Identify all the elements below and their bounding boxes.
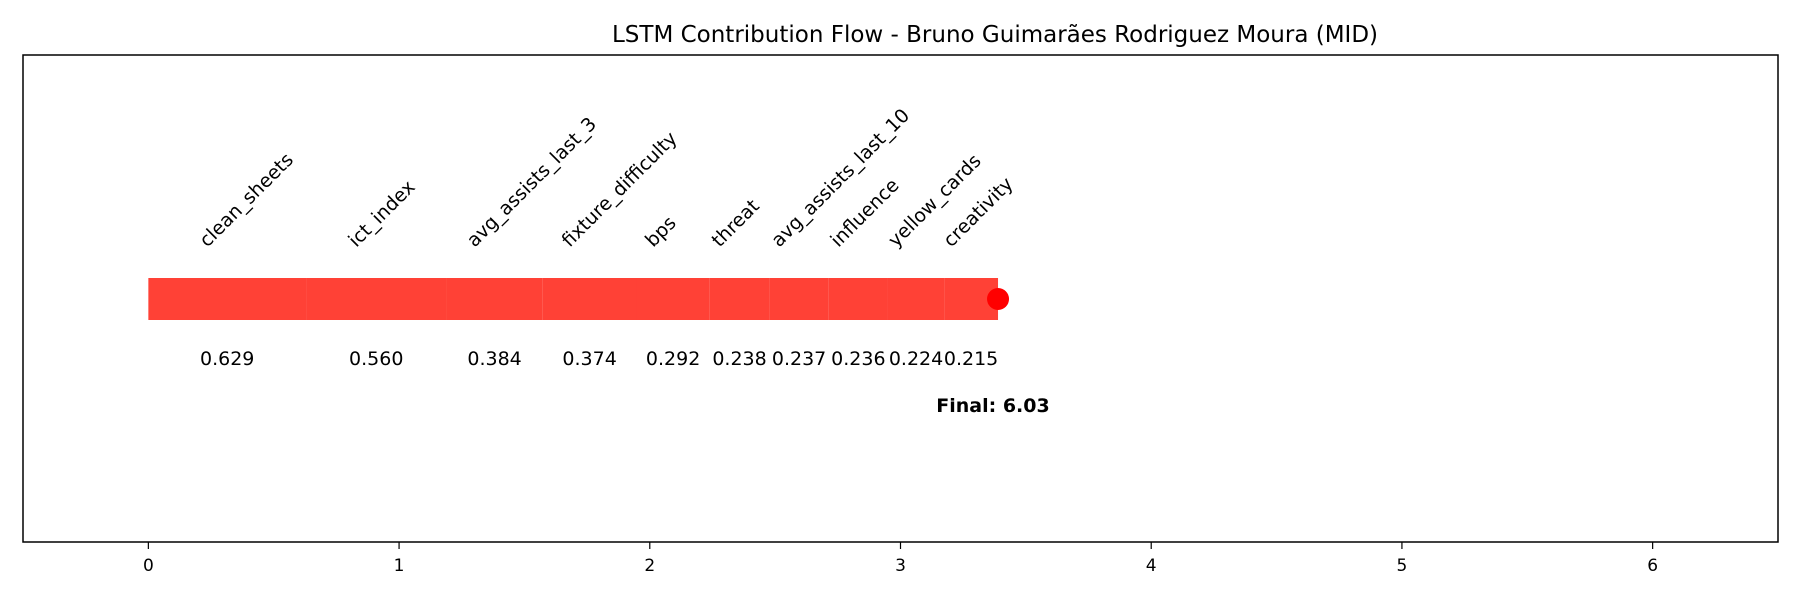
x-tick-label-5: 5 [1397, 556, 1408, 576]
value-label-2: 0.384 [467, 348, 521, 370]
x-tick-label-6: 6 [1647, 556, 1658, 576]
value-label-1: 0.560 [349, 348, 403, 370]
value-label-0: 0.629 [200, 348, 254, 370]
x-tick-label-0: 0 [143, 556, 154, 576]
end-marker [987, 288, 1010, 310]
segment-bar-3 [542, 278, 637, 320]
segment-bar-1 [306, 278, 447, 320]
x-tick-label-3: 3 [895, 556, 906, 576]
segment-bar-4 [636, 278, 710, 320]
value-label-3: 0.374 [562, 348, 616, 370]
value-label-6: 0.237 [772, 348, 826, 370]
x-tick-label-4: 4 [1146, 556, 1157, 576]
value-label-7: 0.236 [831, 348, 885, 370]
value-label-5: 0.238 [712, 348, 766, 370]
segment-bar-8 [887, 278, 945, 320]
value-label-8: 0.224 [889, 348, 943, 370]
segment-bar-2 [446, 278, 543, 320]
x-tick-label-1: 1 [394, 556, 405, 576]
x-tick-label-2: 2 [644, 556, 655, 576]
final-label: Final: 6.03 [936, 395, 1049, 417]
segment-bar-7 [828, 278, 888, 320]
value-label-9: 0.215 [944, 348, 998, 370]
segment-bar-6 [769, 278, 829, 320]
segment-bar-0 [148, 278, 307, 320]
segment-bar-5 [709, 278, 770, 320]
x-axis: 0 1 2 3 4 5 6 [143, 542, 1658, 576]
chart-title: LSTM Contribution Flow - Bruno Guimarães… [612, 22, 1378, 48]
value-label-4: 0.292 [646, 348, 700, 370]
